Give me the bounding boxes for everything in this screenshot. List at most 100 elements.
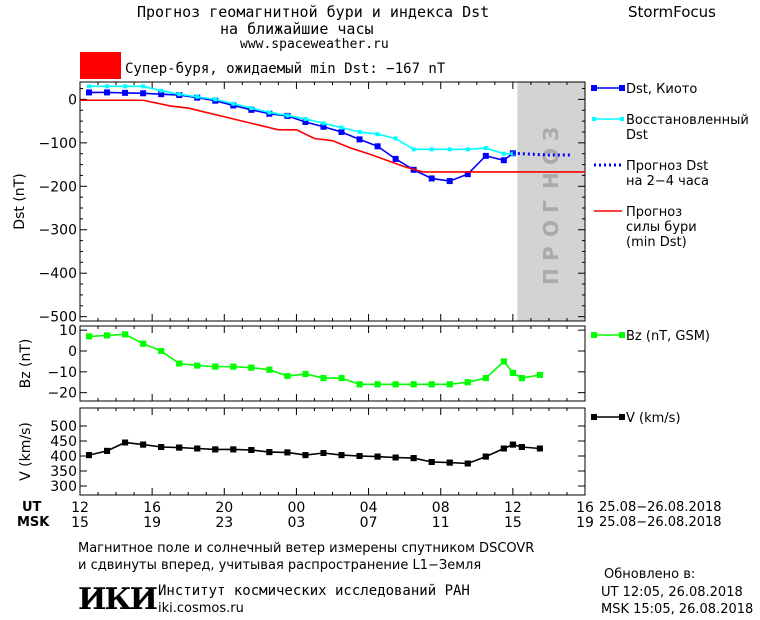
chart-title: Прогноз геомагнитной бури и индекса Dst [137, 3, 490, 21]
legend-label: (min Dst) [626, 235, 687, 250]
legend-marker [591, 85, 597, 91]
data-point [536, 371, 543, 378]
data-point [105, 84, 110, 89]
data-point [356, 453, 363, 459]
data-point [248, 364, 255, 371]
y-tick-label: −200 [39, 179, 77, 195]
forecast-label-char: Г [539, 200, 563, 213]
data-point [248, 447, 255, 453]
y-tick-label: −10 [47, 365, 77, 381]
data-point [446, 381, 453, 388]
data-point [374, 453, 381, 460]
data-point [140, 441, 147, 448]
data-point [501, 151, 506, 156]
data-point [393, 136, 398, 141]
data-point [285, 113, 290, 118]
data-point [446, 178, 453, 185]
data-point [509, 441, 516, 448]
x-tick-label-ut: 00 [288, 500, 306, 516]
date-range-ut: 25.08−26.08.2018 [599, 500, 722, 515]
data-point [464, 379, 471, 386]
data-point [104, 332, 111, 339]
storm-level-label: Супер-буря, ожидаемый min Dst: −167 nT [125, 61, 446, 77]
data-point [374, 381, 381, 388]
legend-label: на 2−4 часа [626, 174, 709, 189]
legend-marker [619, 85, 625, 91]
x-tick-label-ut: 16 [143, 500, 161, 516]
data-point [428, 381, 435, 388]
legend-marker [619, 332, 625, 338]
data-point [176, 444, 183, 451]
y-axis-label: Bz (nT) [18, 339, 34, 389]
y-tick-label: 500 [50, 419, 77, 435]
data-point [140, 90, 147, 97]
data-point [446, 459, 453, 466]
data-point [392, 155, 399, 162]
legend-label: V (km/s) [626, 411, 681, 426]
msk-axis-label: MSK [17, 515, 50, 530]
data-point [500, 358, 507, 365]
data-point [483, 146, 488, 151]
data-point [122, 439, 129, 446]
data-point [123, 84, 128, 89]
site-link[interactable]: www.spaceweather.ru [240, 37, 389, 52]
data-point [194, 362, 201, 369]
x-tick-label-msk: 07 [360, 515, 378, 531]
data-point [338, 452, 345, 459]
legend-label: Прогноз Dst [626, 159, 708, 174]
data-point [320, 375, 327, 382]
data-point [464, 460, 471, 467]
y-tick-label: 0 [68, 344, 77, 360]
data-point [482, 152, 489, 159]
y-tick-label: −300 [39, 223, 77, 239]
x-tick-label-ut: 04 [360, 500, 378, 516]
institute-site[interactable]: iki.cosmos.ru [158, 601, 244, 616]
legend-label: силы бури [626, 220, 697, 235]
data-point [482, 453, 489, 460]
data-point [500, 445, 507, 452]
data-point [267, 110, 272, 115]
x-tick-label-msk: 15 [504, 515, 522, 531]
data-point [320, 450, 327, 456]
y-axis-label: V (km/s) [18, 422, 34, 481]
x-tick-label-ut: 12 [504, 500, 522, 516]
series-line-1-0 [88, 333, 541, 386]
storm-level-swatch [80, 52, 121, 79]
x-tick-label-msk: 19 [143, 515, 161, 531]
x-tick-label-ut: 12 [71, 500, 89, 516]
x-tick-label-msk: 19 [576, 515, 594, 531]
y-tick-label: 400 [50, 449, 77, 465]
chart-subtitle: на ближайшие часы [220, 20, 374, 38]
data-point [122, 89, 129, 96]
data-point [122, 331, 129, 338]
data-point [159, 88, 164, 93]
data-point [356, 136, 363, 143]
panel-frame-0 [79, 81, 586, 322]
brand-name: StormFocus [628, 3, 716, 21]
data-point [249, 106, 254, 111]
forecast-label-char: Р [539, 246, 563, 261]
note-line-1: Магнитное поле и солнечный ветер измерен… [78, 541, 535, 556]
data-point [284, 449, 291, 456]
data-point [357, 129, 362, 134]
data-point [428, 175, 435, 182]
data-point [338, 128, 345, 135]
data-point [141, 84, 146, 89]
data-point [302, 370, 309, 377]
data-point [195, 94, 200, 99]
data-point [104, 89, 111, 96]
data-point [230, 363, 237, 370]
legend-marker [591, 414, 597, 420]
data-point [86, 452, 93, 459]
legend-label: Dst, Киото [626, 82, 697, 97]
data-point [86, 89, 93, 96]
data-point [392, 454, 399, 461]
data-point [266, 366, 273, 373]
data-point [482, 375, 489, 382]
note-line-2: и сдвинуты вперед, учитывая распростране… [78, 558, 482, 573]
data-point [429, 147, 434, 152]
data-point [176, 360, 183, 367]
y-tick-label: −500 [39, 310, 77, 326]
